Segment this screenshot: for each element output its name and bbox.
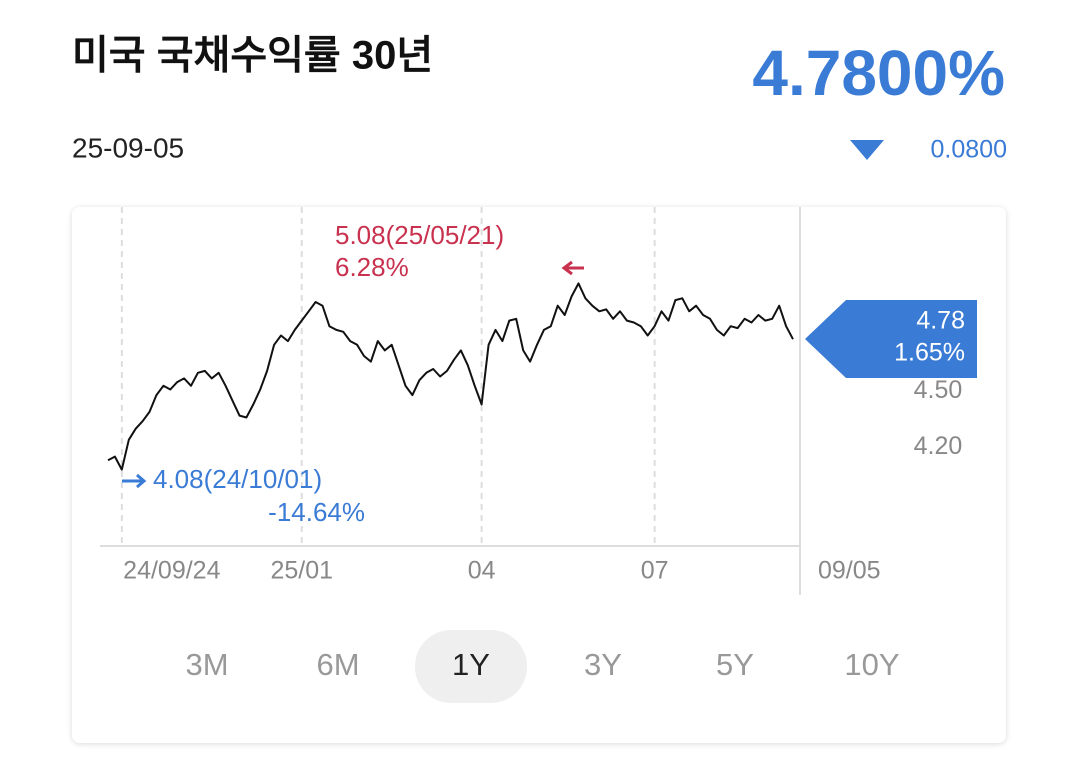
price-line: [107, 282, 794, 471]
price: 4.7800%: [752, 37, 1005, 109]
tabs: 3M 6M 1Y 3Y 5Y 10Y: [185, 630, 900, 703]
high-change: 6.28%: [335, 252, 409, 282]
y-tick-label: 4.20: [914, 432, 963, 460]
tab[interactable]: 3Y: [584, 647, 622, 682]
last-change: 1.65%: [894, 339, 965, 367]
tab[interactable]: 3M: [185, 647, 228, 682]
down-arrow: [850, 140, 884, 160]
tab[interactable]: 5Y: [716, 647, 754, 682]
tab[interactable]: 10Y: [844, 647, 899, 682]
high-arrow: [561, 260, 584, 276]
low-arrow: [122, 473, 147, 489]
plot: 4.20 4.50 24/09/24 25/01 04 07 09/05: [107, 207, 963, 585]
low-change: -14.64%: [268, 497, 365, 527]
y-tick-label: 4.50: [914, 376, 963, 404]
tab[interactable]: 6M: [316, 647, 359, 682]
last-value: 4.78: [916, 307, 965, 335]
last-flag: [805, 300, 977, 378]
x-tick-label: 25/01: [270, 557, 333, 585]
x-tick-label: 07: [641, 557, 669, 585]
x-tick-label: 04: [468, 557, 496, 585]
high-label: 5.08(25/05/21): [335, 220, 504, 250]
tab-selected-bg: [415, 630, 527, 703]
tab[interactable]: 1Y: [452, 647, 490, 682]
x-tick-label: 24/09/24: [123, 557, 220, 585]
date: 25-09-05: [72, 132, 184, 163]
low-label: 4.08(24/10/01): [153, 464, 322, 494]
card: [72, 207, 1006, 743]
change: 0.0800: [931, 136, 1007, 164]
title: 미국 국채수익률 30년: [72, 34, 433, 78]
x-tick-label: 09/05: [818, 557, 881, 585]
